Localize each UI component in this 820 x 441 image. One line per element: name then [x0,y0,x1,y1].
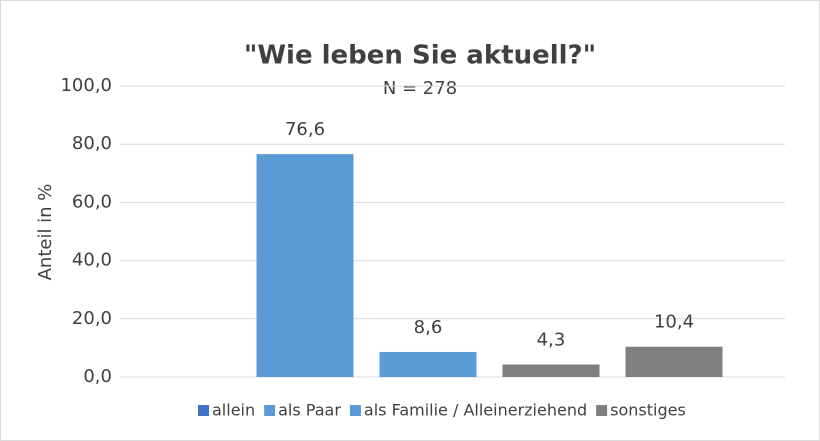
legend-swatch [264,405,276,416]
legend-label: als Paar [278,401,341,420]
bar [625,346,723,377]
y-tick-label: 40,0 [72,250,112,271]
bar [502,364,600,377]
value-label: 4,3 [537,329,566,350]
legend-swatch [596,405,608,416]
legend-label: sonstiges [610,401,686,420]
legend-swatch [349,405,361,416]
y-tick-label: 0,0 [83,366,112,387]
chart-subtitle: N = 278 [383,78,457,99]
y-tick-label: 100,0 [60,75,112,96]
y-axis-label: Anteil in % [35,184,56,281]
legend-swatch [198,405,209,416]
value-label: 8,6 [414,317,443,338]
legend-label: als Familie / Alleinerziehend [364,401,587,420]
bar [379,351,477,377]
chart-title: "Wie leben Sie aktuell?" [244,41,596,71]
bar [256,154,354,377]
legend-label: allein [212,401,255,420]
y-tick-label: 80,0 [72,133,112,154]
value-label: 76,6 [285,119,325,140]
y-tick-label: 20,0 [72,308,112,329]
value-label: 10,4 [654,312,694,333]
y-tick-label: 60,0 [72,191,112,212]
